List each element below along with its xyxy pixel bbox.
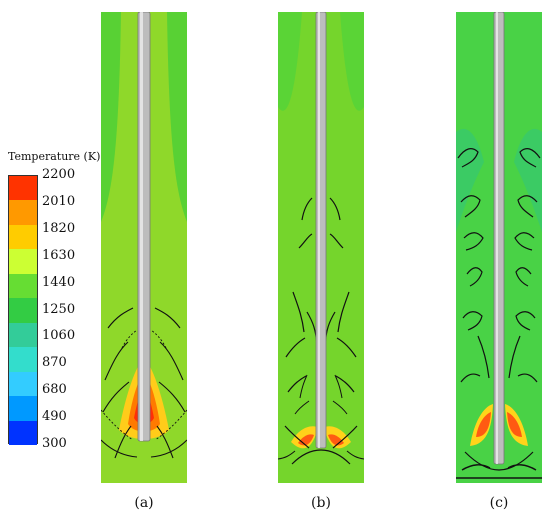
colorbar-swatch [9, 249, 37, 275]
colorbar-tick-label: 870 [42, 355, 67, 371]
panel-c-left-flame-hot [476, 412, 491, 437]
panel-b-caption: (b) [311, 495, 331, 511]
colorbar-swatch [9, 420, 37, 446]
colorbar-tick-label: 1250 [42, 301, 76, 317]
panel-a-temperature-field [101, 12, 187, 483]
colorbar-swatch [9, 224, 37, 250]
panel-a-probe [137, 12, 151, 442]
colorbar-swatch [9, 176, 37, 201]
panel-a-right-cool-zone [167, 12, 187, 222]
panel-a-left-cool-zone [101, 12, 121, 222]
panel-a-graphic [101, 12, 187, 483]
panel-c-probe [493, 12, 505, 465]
colorbar-tick-label: 1630 [42, 247, 76, 263]
colorbar-swatches [8, 175, 38, 446]
colorbar-tick-label: 680 [42, 382, 67, 398]
colorbar-tick-label: 2010 [42, 193, 76, 209]
panel-c-caption: (c) [489, 495, 509, 511]
colorbar-swatch [9, 298, 37, 324]
panel-b-probe-highlight [318, 12, 320, 448]
panel-c-graphic [456, 12, 542, 483]
colorbar-tick-label: 1060 [42, 328, 76, 344]
panel-b-right-cool-zone [340, 12, 364, 111]
colorbar-tick-label: 300 [42, 436, 67, 451]
panel-c-bottom-contours [456, 464, 542, 479]
temperature-colorbar: Temperature (K) 2200 2010 1820 1630 1440 1250… [4, 150, 104, 451]
colorbar-swatch [9, 200, 37, 226]
colorbar-tick-label: 2200 [42, 167, 76, 182]
panel-b-probe [315, 12, 327, 449]
colorbar-title: Temperature (K) [8, 150, 101, 163]
colorbar-swatch [9, 371, 37, 397]
panel-b-graphic [278, 12, 364, 483]
panel-a-contours [101, 307, 187, 459]
panel-b-temperature-field [278, 12, 364, 483]
panel-c-contours [457, 148, 541, 471]
colorbar-tick-label: 1440 [42, 274, 76, 290]
colorbar-swatch [9, 273, 37, 299]
panel-c-temperature-field [456, 12, 542, 483]
panel-b-contours [284, 197, 358, 465]
colorbar-tick-label: 1820 [42, 220, 76, 236]
panel-a-probe-highlight [140, 12, 143, 441]
panel-b-secondary-contours [278, 374, 364, 460]
colorbar-swatch [9, 322, 37, 348]
colorbar-tick-label: 490 [42, 409, 67, 425]
colorbar-swatch [9, 396, 37, 422]
panel-c-probe-highlight [496, 12, 498, 464]
panel-a-caption: (a) [134, 495, 154, 511]
panel-c-right-flame-hot [507, 412, 522, 437]
colorbar-swatch [9, 347, 37, 373]
panel-b-left-cool-zone [278, 12, 302, 111]
